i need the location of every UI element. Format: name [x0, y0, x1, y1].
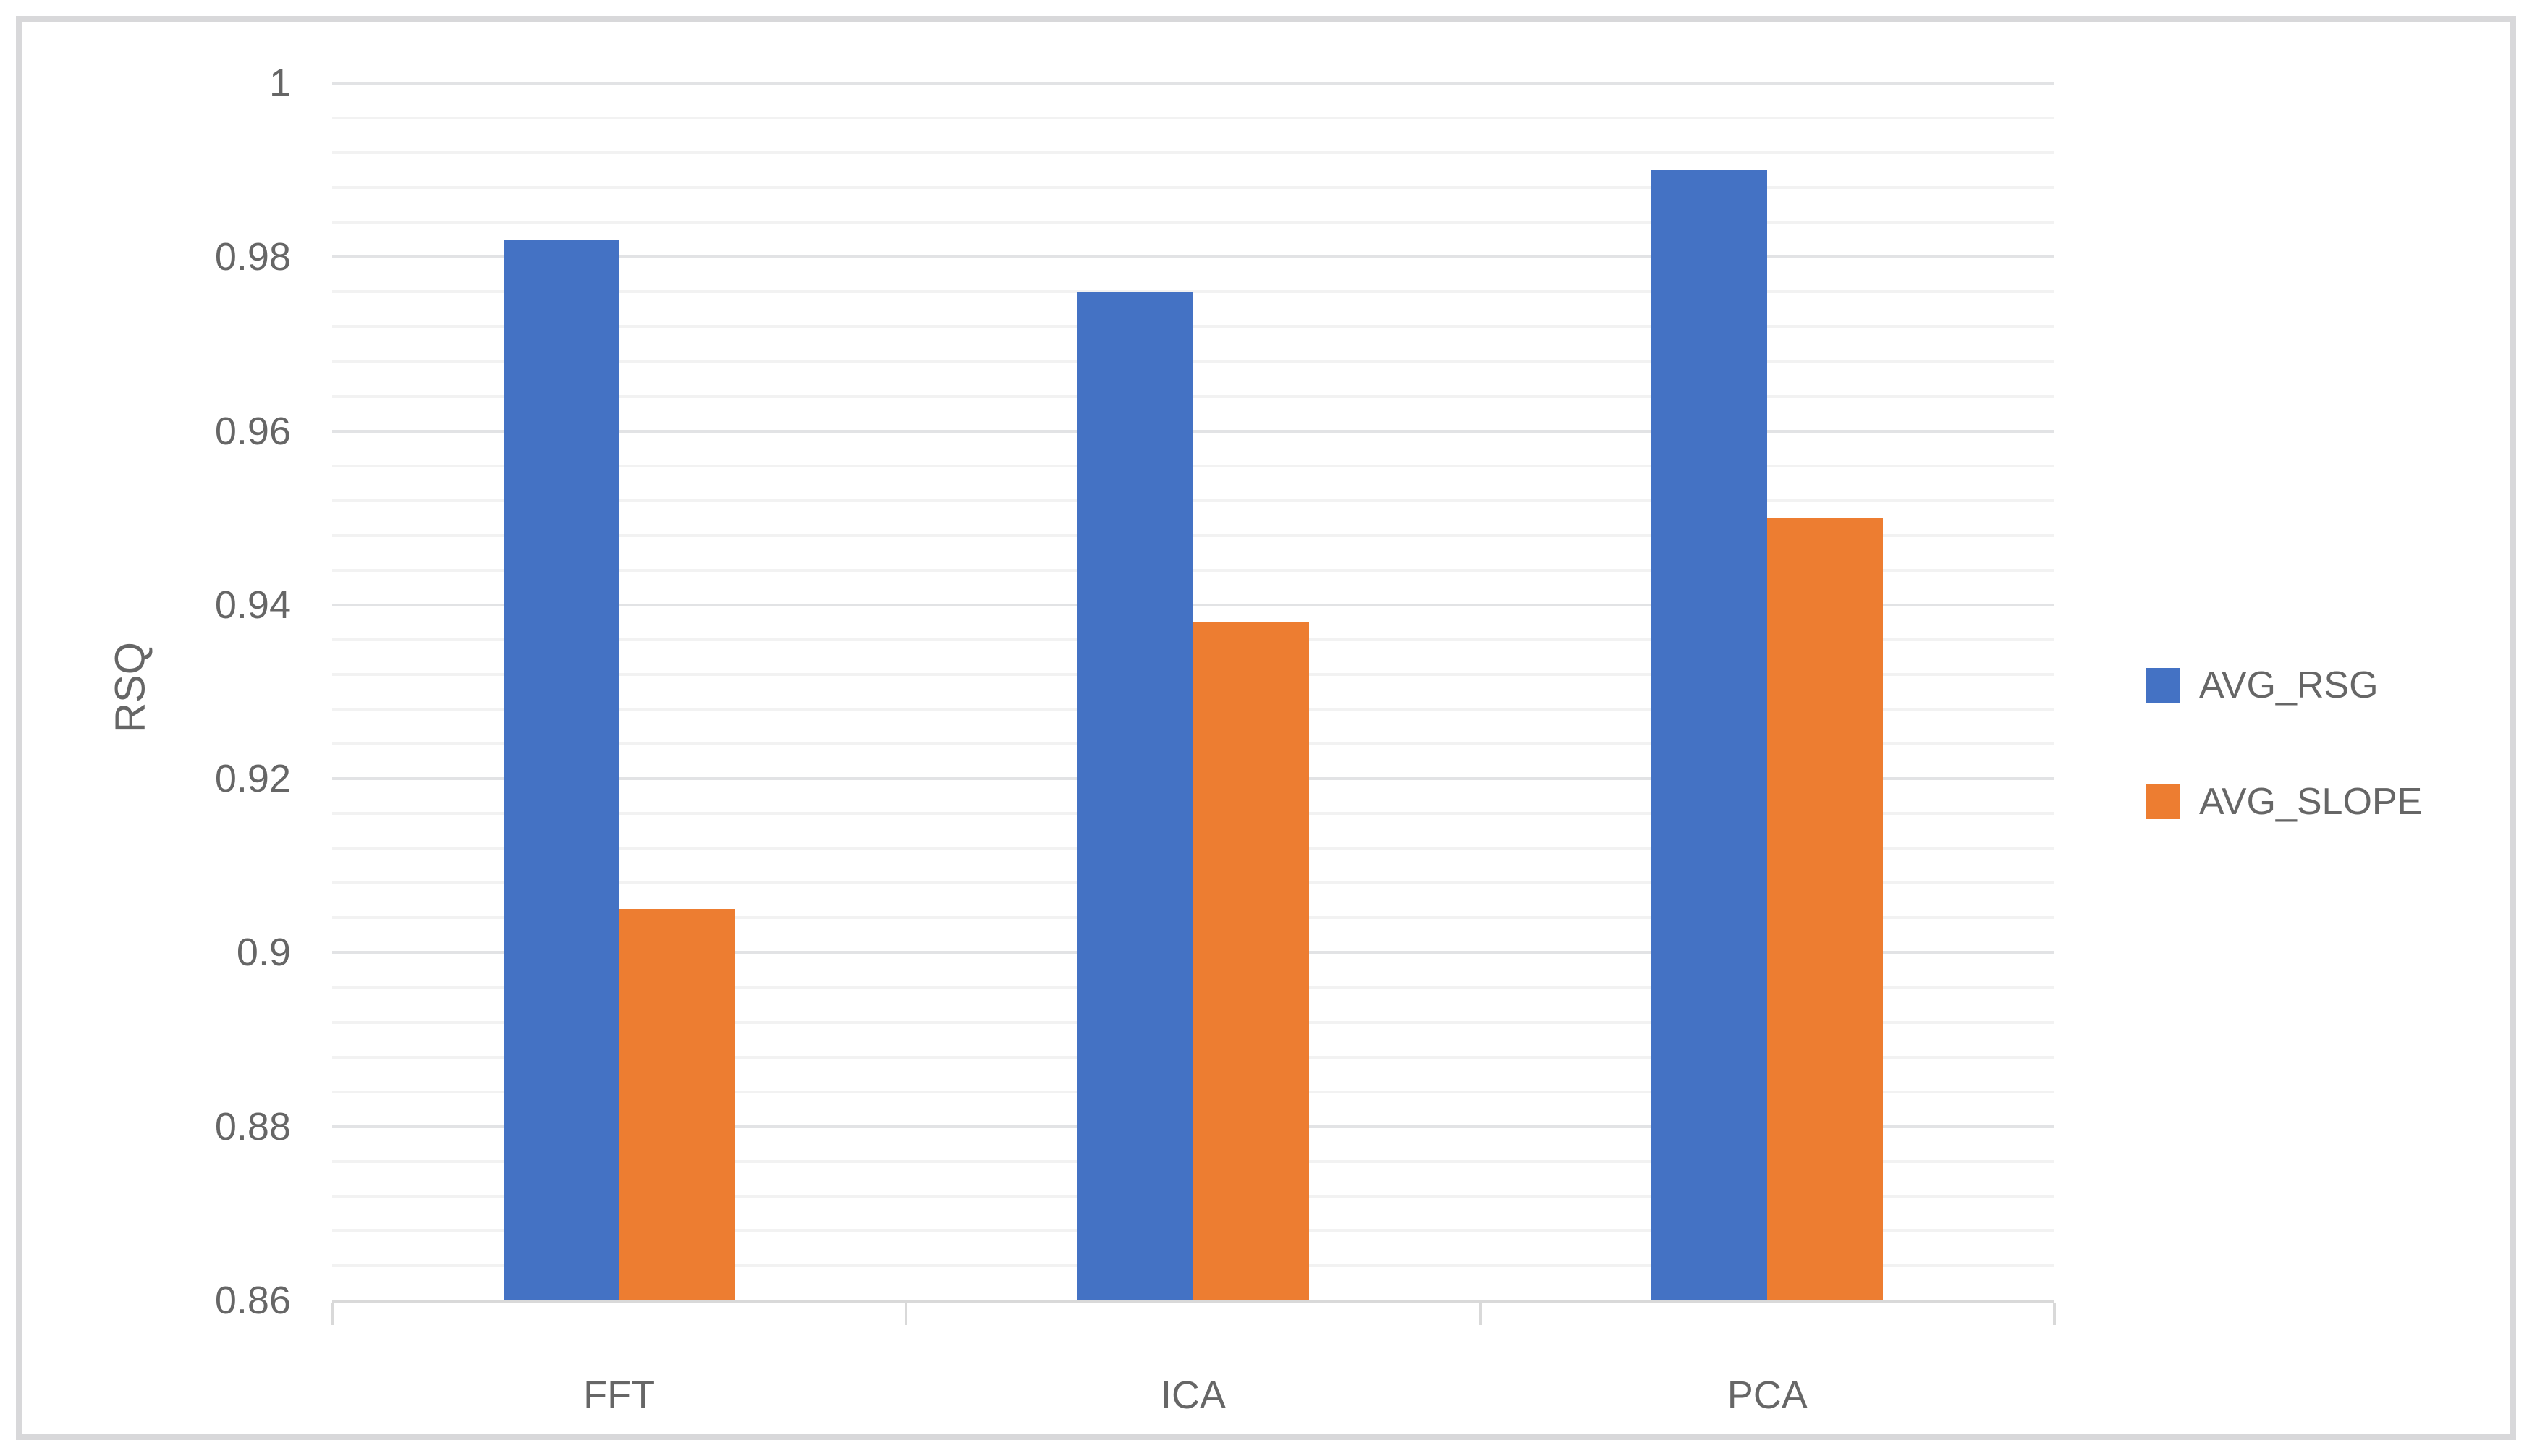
gridline-major [332, 429, 2054, 433]
legend-label-avg-slope: AVG_SLOPE [2199, 781, 2423, 823]
x-tick-label-ica: ICA [1160, 1374, 1227, 1417]
gridline-minor [332, 568, 2054, 572]
gridline-minor [332, 117, 2054, 120]
x-axis-tick [2053, 1303, 2056, 1325]
bar-avg-slope-pca [1767, 517, 1884, 1300]
y-tick-label-0-98: 0.98 [214, 235, 291, 279]
bar-avg-slope-fft [619, 909, 735, 1300]
gridline-minor [332, 360, 2054, 363]
legend-swatch-avg-rsg [2146, 668, 2180, 703]
gridline-minor [332, 533, 2054, 537]
y-tick-label-0-9: 0.9 [236, 931, 291, 975]
legend-item-avg-rsg: AVG_RSG [2146, 664, 2379, 707]
gridline-minor [332, 151, 2054, 155]
gridline-minor [332, 325, 2054, 329]
y-tick-label-0-94: 0.94 [214, 583, 291, 627]
bar-avg-rsg-fft [503, 240, 619, 1300]
gridline-minor [332, 394, 2054, 398]
gridline-minor [332, 186, 2054, 190]
x-axis-tick [1478, 1303, 1482, 1325]
x-tick-label-fft: FFT [583, 1374, 656, 1417]
y-tick-label-0-88: 0.88 [214, 1104, 291, 1148]
bar-avg-rsg-pca [1651, 170, 1768, 1300]
gridline-minor [332, 499, 2054, 502]
gridline-minor [332, 464, 2054, 467]
gridline-major [332, 82, 2054, 85]
gridline-minor [332, 221, 2054, 224]
y-tick-label-1: 1 [268, 62, 291, 105]
x-axis-tick [905, 1303, 908, 1325]
legend-label-avg-rsg: AVG_RSG [2199, 664, 2379, 706]
gridline-minor [332, 290, 2054, 294]
x-axis-tick [331, 1303, 334, 1325]
y-tick-label-0-86: 0.86 [214, 1279, 291, 1322]
x-axis-line [332, 1300, 2054, 1303]
bar-avg-rsg-ica [1077, 292, 1193, 1300]
y-tick-label-0-96: 0.96 [214, 409, 291, 453]
legend-item-avg-slope: AVG_SLOPE [2146, 780, 2422, 824]
gridline-major [332, 255, 2054, 259]
bar-avg-slope-ica [1193, 622, 1309, 1300]
y-tick-label-0-92: 0.92 [214, 757, 291, 801]
x-tick-label-pca: PCA [1727, 1374, 1808, 1417]
y-axis-title: RSQ [106, 642, 154, 733]
gridline-major [332, 603, 2054, 606]
legend-swatch-avg-slope [2146, 784, 2180, 819]
